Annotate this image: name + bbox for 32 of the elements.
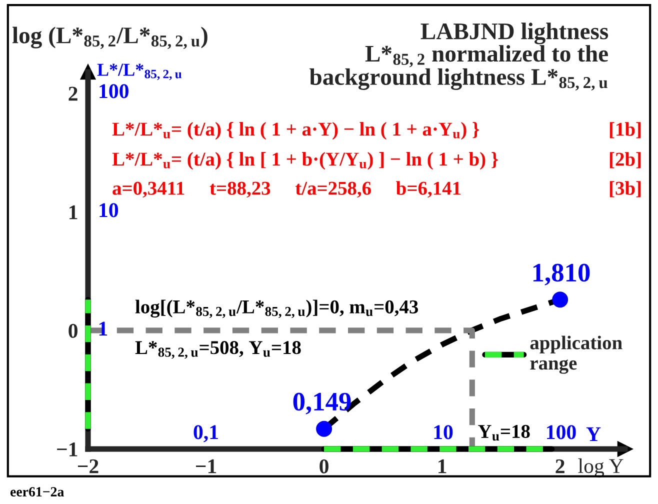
annotation: 10 [434,425,453,440]
legend-label: application range [530,336,622,374]
y-tick-label: 1 [70,205,78,220]
x-tick-label: 1 [438,459,446,474]
x-tick-label: 0 [320,459,328,474]
annotation: 0,1 [194,425,218,442]
annotation: a=0,3411 t=88,23 t/a=258,6 b=6,141 [112,181,460,198]
annotation: [3b] [610,181,641,198]
annotation: 100 [547,425,576,440]
annotation: [2b] [610,152,641,168]
annotation: L*$_{85,2,u}$=508, Y$_{u}$=18 [135,341,301,359]
x-tick-label: 2 [556,459,564,474]
annotation: 100 [100,84,128,98]
annotation: Y$_{u}$=18 [478,424,530,441]
annotation: Y [586,427,601,442]
x-tick-label: −1 [196,459,216,474]
annotation: L*/L*$_{85,2,u}$ [97,64,182,80]
y-tick-label: 2 [68,86,78,101]
annotation: 10 [100,203,118,218]
annotation: 1 [99,322,108,336]
chart-title: LABJND lightness L*$_{85,2}$ normalized to the background lightness L*$_{85,2,u}$ [310,22,608,91]
annotation: 0,149 [293,392,351,414]
y-tick-label: 0 [68,324,78,338]
y-axis-title: log (L*$_{85,2}$/L*$_{85,2,u}$) [12,26,208,49]
annotation: 1,810 [533,264,590,286]
x-tick-label: −2 [78,459,98,474]
text: eer61−2a [10,487,64,496]
annotation: L*/L*$_{u}$= (t/a) { ln [ 1 + b·(Y/Y$_{u}$) ] − ln ( 1 + b) } [112,152,498,170]
y-tick-label: −1 [57,442,78,456]
annotation: log[(L*$_{85,2,u}$/L*$_{85,2,u}$)]=0, m$_{u}$=0,43 [135,300,418,318]
annotation: L*/L*$_{u}$= (t/a) { ln ( 1 + a·Y) − ln ( 1 + a·Y$_{u}$) } [112,122,480,140]
annotation: [1b] [610,122,641,138]
